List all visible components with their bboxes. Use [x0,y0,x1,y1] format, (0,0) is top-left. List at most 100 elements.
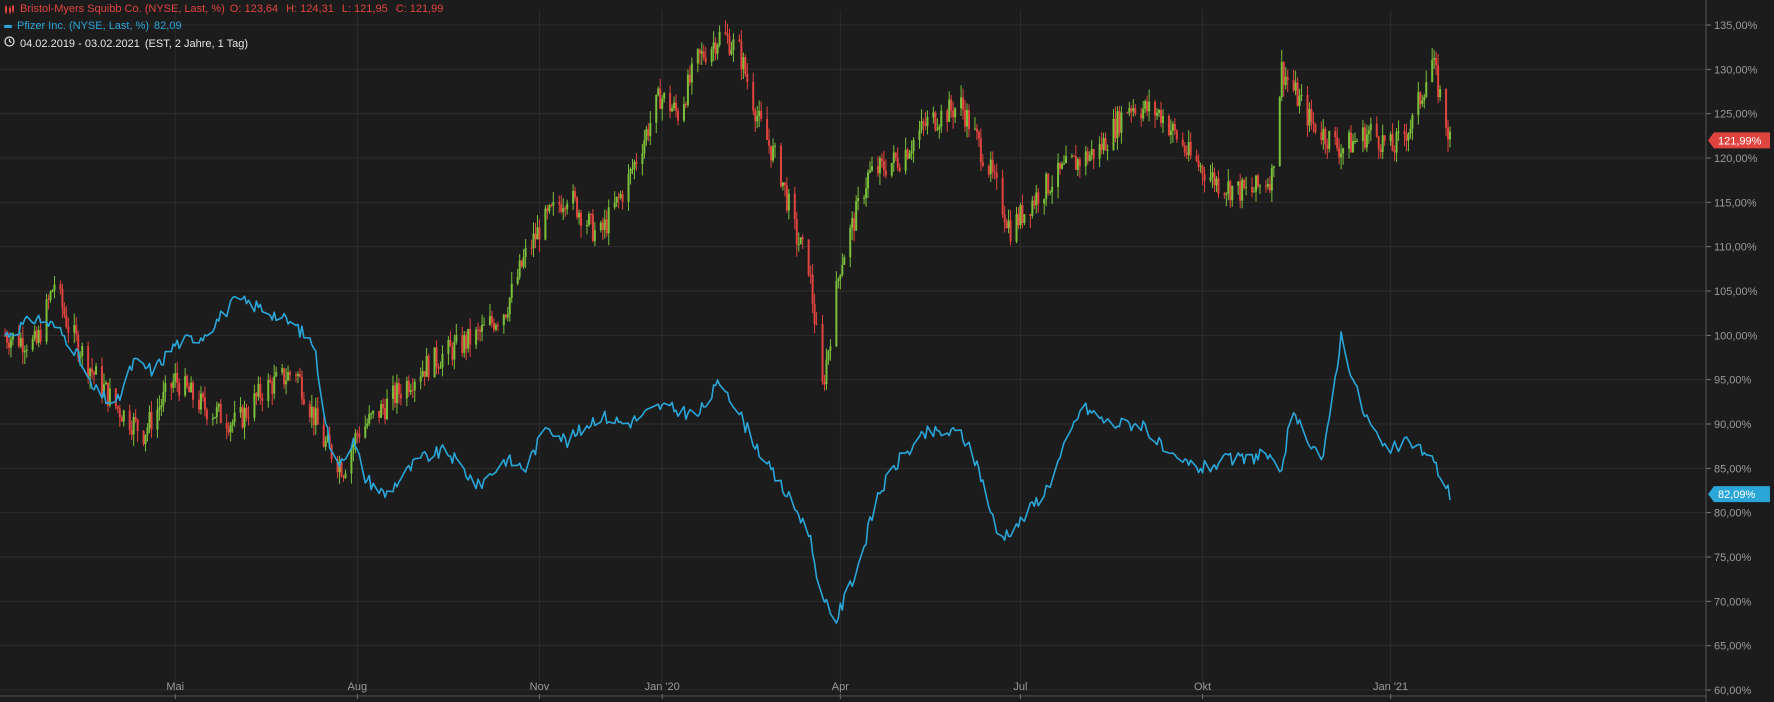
bms-candle-body [1419,92,1422,105]
bms-candle-body [774,145,777,147]
bms-candle-body [81,346,84,357]
bms-candle-body [853,218,856,231]
bms-candle-body [1306,94,1309,126]
bms-candle-body [164,383,167,392]
bms-candle-body [1256,175,1259,187]
bms-candle-body [599,222,602,231]
bms-candle-body [510,283,513,298]
bms-candle-body [1086,151,1089,161]
bms-candle-body [718,31,721,45]
bms-candle-body [1253,191,1256,193]
bms-candle-body [518,260,521,277]
legend-bms-label: Bristol-Myers Squibb Co. (NYSE, Last, %) [20,3,225,15]
bms-candle-body [1397,131,1400,133]
bms-candle-body [607,207,610,234]
bms-candle-body [849,227,852,258]
bms-candle-body [364,426,367,438]
bms-candle-body [469,328,472,345]
bms-candle-body [946,110,949,122]
bms-candle-body [1266,184,1269,187]
bms-candle-body [585,224,588,227]
bms-candle-body [245,407,248,418]
legend-pfe[interactable]: Pfizer Inc. (NYSE, Last, %) 82,09 [4,19,182,33]
bms-candle-body [1282,61,1285,85]
bms-candle-body [1072,155,1075,157]
bms-candle-body [114,388,117,407]
bms-candle-body [1417,92,1420,116]
x-tick-label: Mai [166,681,184,693]
bms-candle-body [378,410,381,418]
bms-candle-body [534,233,537,240]
bms-candle-body [479,329,482,332]
bms-candle-body [435,347,438,367]
pfe-price-tag: 82,09% [1708,486,1770,503]
bms-candle-body [322,424,325,447]
bms-candle-body [411,390,414,392]
bms-candle-body [1021,205,1024,223]
bms-candle-body [239,407,242,413]
bms-candle-body [524,247,527,258]
bms-candle-body [948,99,951,122]
bms-candle-body [657,88,660,95]
bms-candle-body [548,205,551,212]
bms-candle-body [1033,200,1036,206]
bms-candle-body [710,48,713,63]
bms-candle-body [199,393,202,410]
bms-candle-body [589,213,592,215]
bms-candle-body [1063,163,1066,165]
legend-bms-close: C: 121,99 [395,3,444,15]
bms-candle-body [1059,162,1062,169]
bms-candle-body [227,428,230,433]
bms-price-tag: 121,99% [1708,132,1770,149]
bms-candle-body [79,356,82,358]
legend-bms[interactable]: Bristol-Myers Squibb Co. (NYSE, Last, %)… [4,2,443,16]
bms-candle-body [981,161,984,166]
bms-candle-body [1294,82,1297,91]
bms-candle-body [882,160,885,171]
bms-candle-body [1310,109,1313,122]
bms-candle-body [156,409,159,430]
bms-candle-body [560,204,563,212]
bms-candle-body [1158,110,1161,113]
date-range[interactable]: 04.02.2019 - 03.02.2021 (EST, 2 Jahre, 1… [4,36,248,51]
bms-candle-body [1047,173,1050,193]
bms-candle-body [922,121,925,124]
bms-candle-body [1264,185,1267,187]
bms-candle-body [871,166,873,171]
bms-candle-body [437,366,440,369]
bms-candle-body [5,335,8,343]
bms-candle-body [215,407,218,418]
bms-candle-body [481,324,484,332]
bms-candle-body [1241,179,1244,201]
bms-candle-body [1181,139,1184,146]
bms-candle-body [1403,131,1406,135]
bms-candle-body [1296,82,1299,106]
bms-candle-body [350,450,353,474]
bms-candle-body [488,316,491,325]
bms-candle-body [116,406,119,409]
bms-candle-body [564,208,567,210]
bms-candle-body [1146,101,1149,112]
bms-candle-body [566,203,569,210]
bms-candle-body [1090,149,1093,155]
bms-candle-body [823,382,826,385]
bms-candle-body [688,74,691,83]
bms-candle-body [580,212,583,227]
bms-candle-body [192,382,195,400]
bms-candle-body [892,152,895,163]
bms-candle-body [178,383,181,396]
bms-candle-body [663,93,666,99]
bms-candle-body [785,185,788,211]
bms-candle-body [977,132,980,139]
bms-candle-body [384,408,387,420]
bms-candle-body [1243,179,1246,188]
bms-candle-body [1284,76,1287,85]
bms-candle-body [1142,108,1145,119]
line-series-icon [4,24,12,28]
bms-candle-body [690,63,693,83]
bms-candle-body [744,57,747,74]
y-tick-label: 85,00% [1714,463,1752,475]
bms-candle-body [257,383,260,397]
bms-candle-body [1051,186,1054,193]
